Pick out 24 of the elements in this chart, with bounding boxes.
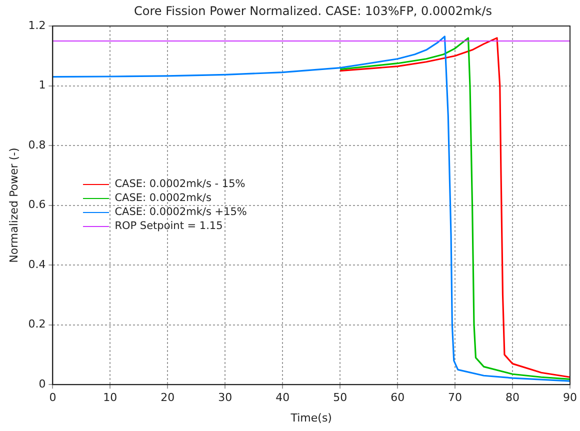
y-tick-label: 0.4 xyxy=(28,258,46,271)
x-tick-label: 90 xyxy=(563,391,577,404)
y-tick-label: 0.8 xyxy=(28,138,46,152)
y-tick-label: 1.2 xyxy=(28,18,46,32)
y-axis-title: Normalized Power (-) xyxy=(7,148,20,263)
x-tick-label: 40 xyxy=(276,391,290,404)
y-tick-label: 1 xyxy=(38,78,46,92)
legend-label: CASE: 0.0002mk/s xyxy=(114,192,212,204)
x-tick-label: 20 xyxy=(160,391,175,404)
x-tick-label: 80 xyxy=(506,391,520,404)
y-tick-label: 0.2 xyxy=(28,318,46,331)
x-axis-title: Time(s) xyxy=(290,411,332,424)
x-tick-label: 10 xyxy=(103,391,118,404)
x-tick-label: 60 xyxy=(390,391,405,404)
legend-label: CASE: 0.0002mk/s +15% xyxy=(114,206,247,218)
x-tick-label: 50 xyxy=(333,391,348,404)
legend-label: CASE: 0.0002mk/s - 15% xyxy=(114,178,246,190)
y-tick-label: 0 xyxy=(38,377,46,390)
x-tick-label: 30 xyxy=(218,391,232,404)
x-tick-label: 0 xyxy=(49,391,56,404)
chart-title: Core Fission Power Normalized. CASE: 103%FP, 0.0002mk/s xyxy=(133,4,493,18)
x-tick-label: 70 xyxy=(448,391,462,404)
y-tick-label: 0.6 xyxy=(28,198,46,212)
legend-label: ROP Setpoint = 1.15 xyxy=(114,220,223,232)
